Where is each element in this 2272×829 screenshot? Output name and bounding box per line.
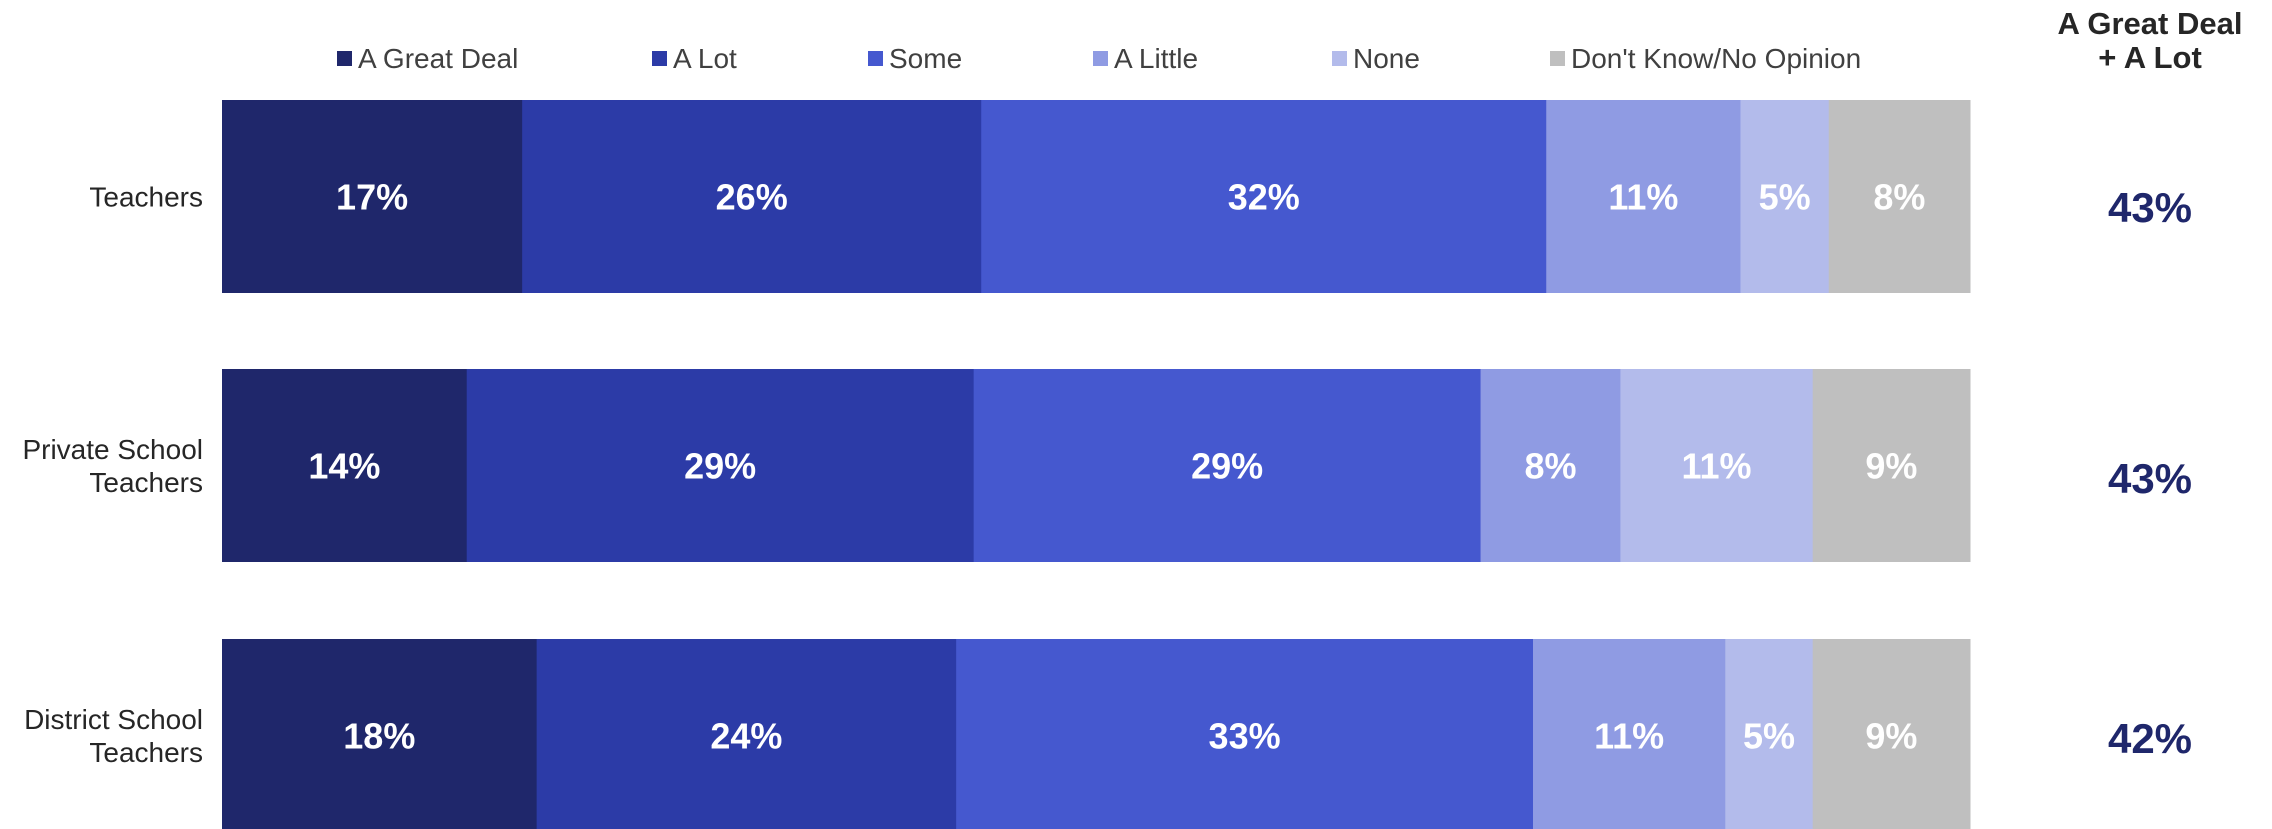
category-axis: Teachers Private School Teachers District S… xyxy=(22,182,203,769)
data-label-district-school-teachers-a-little: 11% xyxy=(1594,716,1664,757)
legend-swatch-a-great-deal xyxy=(337,51,352,66)
legend-label-none: None xyxy=(1353,43,1420,74)
bar-teachers-don-t-know-no-opinion xyxy=(1828,100,1971,293)
bars: 17% 26% 32% 11% 5% 8% 14% 29% 29% 8% 11% 9% 18% 24% 33… xyxy=(222,100,1971,829)
data-label-district-school-teachers-none: 5% xyxy=(1743,716,1795,757)
category-label-district-school-teachers: District School Teachers xyxy=(24,704,203,768)
summary-value-teachers: 43% xyxy=(2108,184,2192,231)
legend-swatch-a-lot xyxy=(652,51,667,66)
bar-private-school-teachers-don-t-know-no-opinion xyxy=(1812,369,1971,562)
data-label-teachers-a-great-deal: 17% xyxy=(336,177,408,218)
bar-district-school-teachers-a-lot xyxy=(536,639,957,829)
legend-label-a-little: A Little xyxy=(1114,43,1198,74)
bar-teachers-none xyxy=(1740,100,1830,293)
legend-swatch-some xyxy=(868,51,883,66)
data-label-teachers-don-t-know-no-opinion: 8% xyxy=(1873,177,1925,218)
bar-teachers-some xyxy=(981,100,1547,293)
summary-title: A Great Deal + A Lot xyxy=(2058,6,2243,75)
data-label-district-school-teachers-some: 33% xyxy=(1209,716,1281,757)
data-label-private-school-teachers-none: 11% xyxy=(1682,446,1752,487)
data-label-private-school-teachers-a-great-deal: 14% xyxy=(308,446,380,487)
legend-label-a-lot: A Lot xyxy=(673,43,737,74)
bar-private-school-teachers-a-little xyxy=(1480,369,1621,562)
data-label-district-school-teachers-a-lot: 24% xyxy=(710,716,782,757)
data-label-teachers-a-lot: 26% xyxy=(716,177,788,218)
bar-teachers-a-lot xyxy=(522,100,982,293)
data-label-private-school-teachers-a-little: 8% xyxy=(1524,446,1576,487)
bar-teachers-a-great-deal xyxy=(222,100,523,293)
summary-column: A Great Deal + A Lot 43% 43% 42% xyxy=(2058,6,2243,762)
bar-private-school-teachers-none xyxy=(1620,369,1814,562)
summary-value-private-school-teachers: 43% xyxy=(2108,455,2192,502)
bar-private-school-teachers-a-great-deal xyxy=(222,369,468,562)
legend-swatch-don-t-know-no-opinion xyxy=(1550,51,1565,66)
data-label-private-school-teachers-a-lot: 29% xyxy=(684,446,756,487)
bar-private-school-teachers-some xyxy=(973,369,1482,562)
bar-teachers-a-little xyxy=(1546,100,1741,293)
legend: A Great Deal A Lot Some A Little None Don't K… xyxy=(337,43,1861,74)
bar-district-school-teachers-don-t-know-no-opinion xyxy=(1812,639,1971,829)
legend-label-a-great-deal: A Great Deal xyxy=(358,43,518,74)
legend-label-some: Some xyxy=(889,43,962,74)
data-label-district-school-teachers-don-t-know-no-opinion: 9% xyxy=(1865,716,1917,757)
bar-district-school-teachers-a-little xyxy=(1533,639,1726,829)
data-label-district-school-teachers-a-great-deal: 18% xyxy=(343,716,415,757)
data-label-private-school-teachers-don-t-know-no-opinion: 9% xyxy=(1865,446,1917,487)
legend-swatch-a-little xyxy=(1093,51,1108,66)
bar-district-school-teachers-a-great-deal xyxy=(222,639,538,829)
bar-district-school-teachers-none xyxy=(1725,639,1814,829)
category-label-teachers: Teachers xyxy=(89,182,203,213)
data-label-teachers-some: 32% xyxy=(1228,177,1300,218)
bar-district-school-teachers-some xyxy=(956,639,1534,829)
data-label-teachers-none: 5% xyxy=(1759,177,1811,218)
legend-swatch-none xyxy=(1332,51,1347,66)
data-label-private-school-teachers-some: 29% xyxy=(1191,446,1263,487)
summary-value-district-school-teachers: 42% xyxy=(2108,715,2192,762)
bar-private-school-teachers-a-lot xyxy=(466,369,975,562)
legend-label-don-t-know-no-opinion: Don't Know/No Opinion xyxy=(1571,43,1861,74)
category-label-private-school-teachers: Private School Teachers xyxy=(22,434,203,498)
data-label-teachers-a-little: 11% xyxy=(1608,177,1678,218)
